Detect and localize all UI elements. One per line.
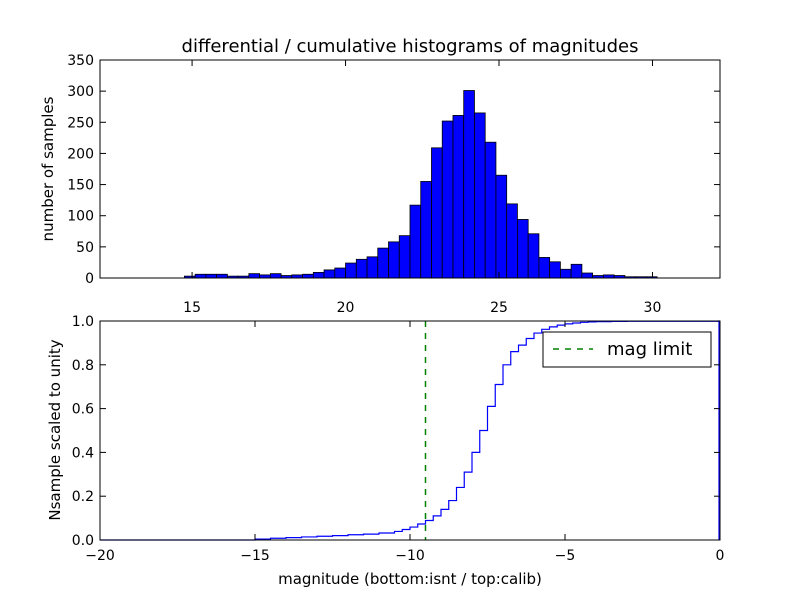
histogram-bar xyxy=(441,120,454,279)
histogram-bar xyxy=(484,141,497,279)
histogram-bar xyxy=(345,262,357,279)
bottom-y-tick-label: 1.0 xyxy=(72,314,94,330)
top-x-tick-label: 25 xyxy=(490,300,508,316)
top-y-tick-label: 50 xyxy=(76,240,94,256)
bottom-x-tick-label: 0 xyxy=(716,548,725,564)
bottom-x-tick-label: −15 xyxy=(240,548,270,564)
histogram-bar xyxy=(420,181,432,279)
bottom-x-tick-label: −20 xyxy=(85,548,115,564)
top-y-axis-label: number of samples xyxy=(39,96,57,241)
bottom-x-tick-label: −10 xyxy=(395,548,425,564)
bottom-y-tick-label: 0.6 xyxy=(72,402,94,418)
histogram-bar xyxy=(248,273,261,279)
histogram-bar xyxy=(377,247,389,279)
top-histogram-panel: 0 50 100 150 200 250 300 350 15 20 25 30 differenti… xyxy=(39,36,721,316)
top-x-tick-label: 20 xyxy=(337,300,355,316)
histogram-bar xyxy=(474,112,486,279)
histogram-bar xyxy=(388,241,400,279)
histogram-bar xyxy=(431,147,443,279)
histogram-bar xyxy=(560,268,572,279)
top-y-tick-label: 0 xyxy=(85,271,94,287)
histogram-bar xyxy=(517,219,529,279)
legend-label-mag-limit: mag limit xyxy=(607,339,692,360)
histogram-bar xyxy=(463,90,475,279)
bottom-y-tick-label: 0.4 xyxy=(72,445,94,461)
histogram-bar xyxy=(506,203,518,279)
top-y-tick-label: 300 xyxy=(67,84,94,100)
histogram-bars xyxy=(184,90,658,279)
histogram-bar xyxy=(366,256,379,279)
top-axes-frame xyxy=(99,59,721,279)
histogram-bar xyxy=(538,257,551,279)
histogram-bar xyxy=(452,115,465,279)
histogram-bar xyxy=(323,269,336,279)
histogram-bar xyxy=(398,235,411,279)
histogram-bar xyxy=(312,271,325,279)
histogram-bar xyxy=(194,273,207,279)
histogram-bar xyxy=(527,233,540,279)
histogram-bar xyxy=(205,273,218,279)
bottom-y-tick-label: 0.0 xyxy=(72,533,94,549)
bottom-y-tick-label: 0.2 xyxy=(72,489,94,505)
top-y-tick-label: 350 xyxy=(67,53,94,69)
legend: mag limit xyxy=(542,331,712,368)
histogram-bar xyxy=(334,267,346,279)
bottom-x-tick-label: −5 xyxy=(555,548,576,564)
top-y-tick-label: 250 xyxy=(67,115,94,131)
histogram-bar xyxy=(355,258,368,279)
bottom-cumulative-panel: 0.0 0.2 0.4 0.6 0.8 1.0 −20 −15 −10 −5 0 magnitude… xyxy=(46,314,724,588)
top-x-tick-label: 15 xyxy=(183,300,201,316)
top-axis-ticks: 0 50 100 150 200 250 300 350 15 20 25 30 xyxy=(67,53,720,316)
histogram-bar xyxy=(570,263,583,279)
histogram-bar xyxy=(216,273,228,279)
bottom-x-axis-label: magnitude (bottom:isnt / top:calib) xyxy=(278,570,542,588)
top-y-tick-label: 100 xyxy=(67,209,94,225)
histogram-bar xyxy=(269,273,282,279)
top-y-tick-label: 200 xyxy=(67,146,94,162)
bottom-y-axis-label: Nsample scaled to unity xyxy=(46,339,64,520)
histogram-bar xyxy=(495,174,508,279)
top-chart-title: differential / cumulative histograms of … xyxy=(182,36,639,57)
bottom-axes-frame xyxy=(99,320,721,541)
cumulative-step-line xyxy=(100,320,720,541)
bottom-y-tick-label: 0.8 xyxy=(72,358,94,374)
histogram-bar xyxy=(409,204,422,279)
top-x-tick-label: 30 xyxy=(644,300,662,316)
histogram-bar xyxy=(549,261,561,279)
top-y-tick-label: 150 xyxy=(67,178,94,194)
histogram-bar xyxy=(302,273,314,279)
histogram-bar xyxy=(581,272,594,279)
